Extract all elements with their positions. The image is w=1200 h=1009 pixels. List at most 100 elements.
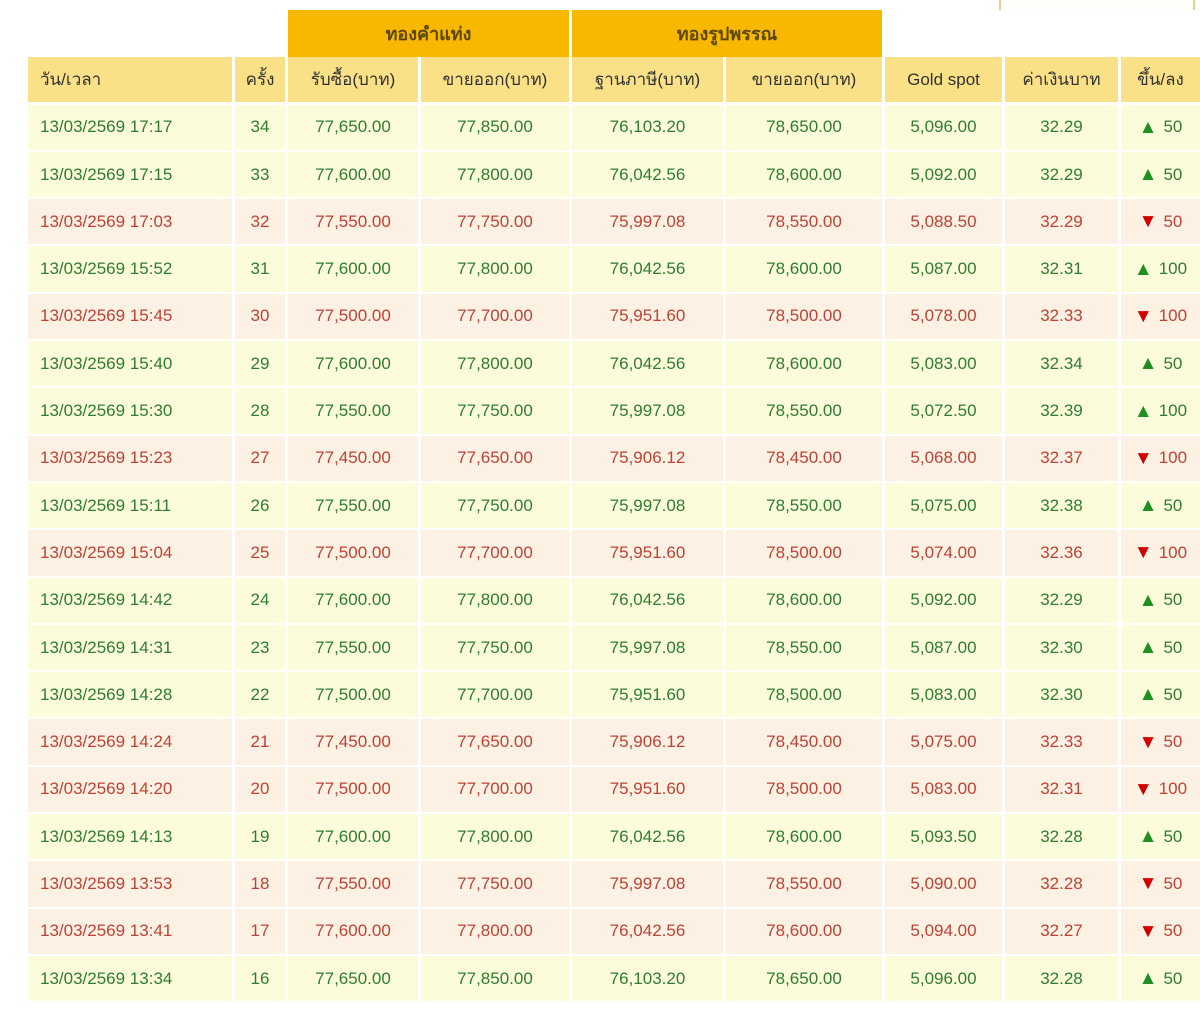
change-value: 50	[1163, 117, 1183, 137]
cell-ornament-tax: 76,103.20	[572, 104, 723, 150]
cell-ornament-sell: 78,650.00	[726, 104, 882, 150]
cell-ornament-sell: 78,500.00	[726, 293, 882, 340]
cell-datetime: 13/03/2569 15:30	[28, 388, 232, 434]
cell-change: ▼ 50	[1121, 199, 1200, 245]
cell-ornament-tax: 75,997.08	[572, 861, 723, 907]
cell-ornament-sell: 78,550.00	[726, 199, 882, 245]
cell-ornament-sell: 78,500.00	[726, 766, 882, 813]
cell-baht-rate: 32.31	[1005, 246, 1118, 292]
cell-gold-spot: 5,094.00	[885, 908, 1002, 954]
cell-ornament-sell: 78,500.00	[726, 672, 882, 718]
cell-ornament-sell: 78,650.00	[726, 955, 882, 1002]
cell-gold-spot: 5,083.00	[885, 766, 1002, 813]
cell-ornament-tax: 76,042.56	[572, 246, 723, 292]
cell-ornament-sell: 78,450.00	[726, 435, 882, 481]
cell-change: ▲ 50	[1121, 624, 1200, 671]
cell-ornament-sell: 78,450.00	[726, 719, 882, 765]
cell-ornament-tax: 75,997.08	[572, 624, 723, 671]
change-value: 50	[1163, 495, 1183, 515]
col-header-baht-rate: ค่าเงินบาท	[1005, 57, 1118, 103]
cell-bar-buy: 77,600.00	[288, 151, 418, 198]
cell-ornament-tax: 75,951.60	[572, 672, 723, 718]
cell-ornament-sell: 78,500.00	[726, 530, 882, 576]
down-arrow-icon: ▼	[1138, 920, 1158, 942]
cell-baht-rate: 32.29	[1005, 199, 1118, 245]
cell-bar-buy: 77,600.00	[288, 577, 418, 623]
cell-baht-rate: 32.29	[1005, 104, 1118, 150]
up-arrow-icon: ▲	[1138, 968, 1158, 990]
col-header-ornament-sell: ขายออก(บาท)	[726, 57, 882, 103]
cell-gold-spot: 5,088.50	[885, 199, 1002, 245]
cell-datetime: 13/03/2569 17:17	[28, 104, 232, 150]
cell-round: 16	[235, 955, 285, 1002]
cell-round: 25	[235, 530, 285, 576]
col-header-bar-sell: ขายออก(บาท)	[421, 57, 569, 103]
cell-round: 28	[235, 388, 285, 434]
cell-ornament-sell: 78,600.00	[726, 814, 882, 860]
cell-bar-sell: 77,800.00	[421, 246, 569, 292]
cell-change: ▲ 50	[1121, 814, 1200, 860]
cell-datetime: 13/03/2569 13:41	[28, 908, 232, 954]
change-value: 50	[1163, 732, 1183, 752]
change-value: 50	[1163, 211, 1183, 231]
cell-bar-buy: 77,600.00	[288, 908, 418, 954]
cell-change: ▼ 100	[1121, 530, 1200, 576]
cell-change: ▼ 100	[1121, 435, 1200, 481]
cell-gold-spot: 5,083.00	[885, 341, 1002, 387]
cell-bar-buy: 77,500.00	[288, 293, 418, 340]
col-header-ornament-tax: ฐานภาษี(บาท)	[572, 57, 723, 103]
cell-baht-rate: 32.33	[1005, 293, 1118, 340]
change-value: 50	[1163, 873, 1183, 893]
cell-bar-sell: 77,800.00	[421, 814, 569, 860]
cell-ornament-sell: 78,600.00	[726, 577, 882, 623]
cell-ornament-sell: 78,550.00	[726, 624, 882, 671]
cell-round: 34	[235, 104, 285, 150]
cell-bar-buy: 77,650.00	[288, 104, 418, 150]
col-header-bar-buy: รับซื้อ(บาท)	[288, 57, 418, 103]
cell-change: ▼ 50	[1121, 861, 1200, 907]
cell-datetime: 13/03/2569 15:45	[28, 293, 232, 340]
cell-baht-rate: 32.37	[1005, 435, 1118, 481]
cell-change: ▲ 50	[1121, 104, 1200, 150]
cell-ornament-tax: 76,042.56	[572, 151, 723, 198]
up-arrow-icon: ▲	[1138, 684, 1158, 706]
cell-datetime: 13/03/2569 14:42	[28, 577, 232, 623]
cell-datetime: 13/03/2569 14:28	[28, 672, 232, 718]
cell-ornament-tax: 75,906.12	[572, 435, 723, 481]
cell-gold-spot: 5,078.00	[885, 293, 1002, 340]
change-value: 50	[1163, 590, 1183, 610]
cell-round: 29	[235, 341, 285, 387]
cell-bar-sell: 77,750.00	[421, 861, 569, 907]
cell-bar-buy: 77,550.00	[288, 199, 418, 245]
header-spacer-right	[885, 10, 1200, 56]
cell-change: ▲ 50	[1121, 341, 1200, 387]
cell-round: 20	[235, 766, 285, 813]
cell-baht-rate: 32.31	[1005, 766, 1118, 813]
col-header-round: ครั้ง	[235, 57, 285, 103]
cell-bar-sell: 77,750.00	[421, 199, 569, 245]
cell-gold-spot: 5,096.00	[885, 104, 1002, 150]
cell-bar-sell: 77,700.00	[421, 293, 569, 340]
cell-bar-buy: 77,450.00	[288, 719, 418, 765]
change-value: 100	[1158, 259, 1188, 279]
cell-datetime: 13/03/2569 14:13	[28, 814, 232, 860]
header-spacer-left	[28, 10, 285, 56]
change-value: 100	[1158, 401, 1188, 421]
change-value: 50	[1163, 968, 1183, 988]
cell-round: 19	[235, 814, 285, 860]
cell-bar-sell: 77,800.00	[421, 151, 569, 198]
cell-ornament-tax: 75,951.60	[572, 766, 723, 813]
up-arrow-icon: ▲	[1138, 826, 1158, 848]
cell-gold-spot: 5,068.00	[885, 435, 1002, 481]
cell-bar-buy: 77,500.00	[288, 530, 418, 576]
cell-ornament-sell: 78,600.00	[726, 151, 882, 198]
cell-gold-spot: 5,087.00	[885, 246, 1002, 292]
up-arrow-icon: ▲	[1133, 258, 1153, 280]
cell-bar-sell: 77,650.00	[421, 435, 569, 481]
cell-datetime: 13/03/2569 14:24	[28, 719, 232, 765]
change-value: 50	[1163, 684, 1183, 704]
cell-ornament-sell: 78,600.00	[726, 908, 882, 954]
cell-change: ▲ 50	[1121, 482, 1200, 529]
cell-baht-rate: 32.38	[1005, 482, 1118, 529]
cell-round: 24	[235, 577, 285, 623]
